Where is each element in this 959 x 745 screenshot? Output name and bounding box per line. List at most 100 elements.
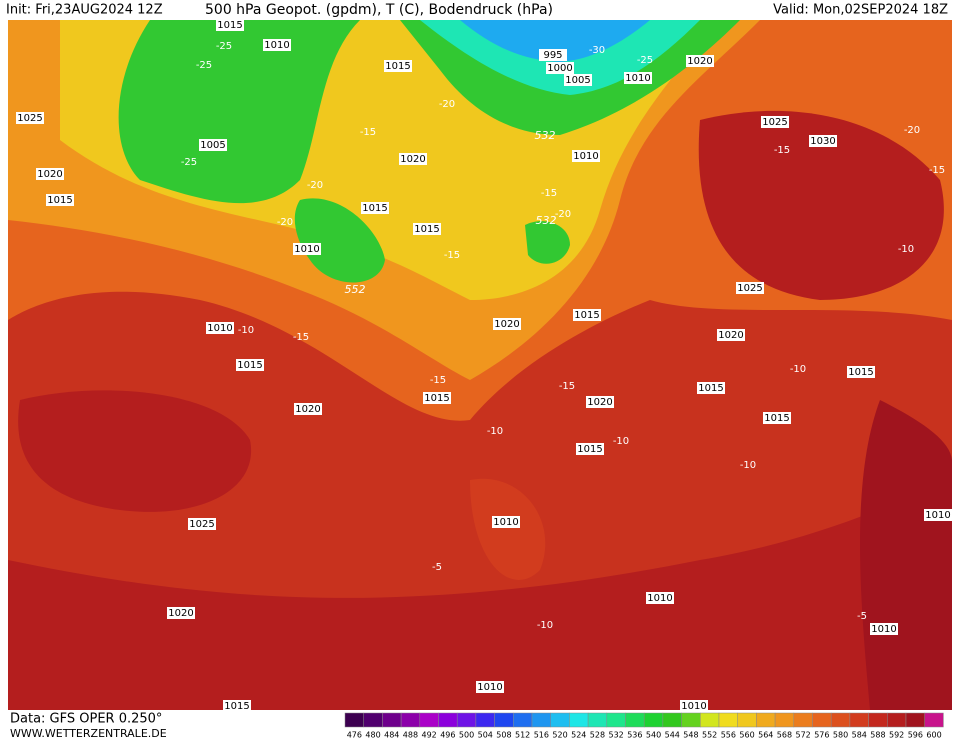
isobar-label: 1015 bbox=[414, 224, 439, 235]
site-text: WWW.WETTERZENTRALE.DE bbox=[10, 727, 167, 740]
colorbar-swatch bbox=[587, 712, 608, 728]
isobar-label-box bbox=[16, 112, 44, 124]
isobar-label-box bbox=[216, 19, 244, 31]
isobar-label: 1020 bbox=[168, 608, 193, 619]
colorbar-label: 596 bbox=[908, 731, 923, 740]
isobar-label-box bbox=[46, 194, 74, 206]
temperature-label: -10 bbox=[898, 244, 914, 255]
data-source: Data: GFS OPER 0.250° bbox=[10, 712, 162, 727]
isobar-label: 1025 bbox=[189, 519, 214, 530]
temperature-label: -15 bbox=[360, 127, 376, 138]
height-label: 532 bbox=[536, 214, 557, 227]
temperature-label: -25 bbox=[637, 55, 653, 66]
colorbar-swatch bbox=[456, 712, 477, 728]
colorbar-label: 520 bbox=[552, 731, 567, 740]
isobar-label: 1010 bbox=[207, 323, 232, 334]
temperature-label: -25 bbox=[216, 41, 232, 52]
temperature-label: -30 bbox=[589, 45, 605, 56]
colorbar-swatch bbox=[438, 712, 458, 728]
colorbar-swatch bbox=[606, 712, 626, 728]
isobar-label-box bbox=[546, 62, 574, 74]
isobar-label: 1015 bbox=[848, 367, 873, 378]
colorbar-label: 488 bbox=[403, 731, 418, 740]
init-text: Init: Fri,23AUG2024 12Z bbox=[6, 3, 163, 18]
temperature-label: -10 bbox=[613, 436, 629, 447]
isobar-label: 1020 bbox=[295, 404, 320, 415]
colorbar-swatch bbox=[887, 712, 907, 728]
temperature-label: -10 bbox=[487, 426, 503, 437]
isobar-label-box bbox=[763, 412, 791, 424]
isobar-label-box bbox=[167, 607, 195, 619]
isobar-label-box bbox=[206, 322, 234, 334]
isobar-label: 1025 bbox=[17, 113, 42, 124]
colorbar-label: 564 bbox=[758, 731, 773, 740]
isobar-label: 1015 bbox=[764, 413, 789, 424]
isobar-label: 1030 bbox=[810, 136, 835, 147]
isobar-label: 1010 bbox=[477, 682, 502, 693]
isobar-label: 995 bbox=[543, 50, 562, 61]
valid-text: Valid: Mon,02SEP2024 18Z bbox=[773, 3, 948, 18]
colorbar-label: 524 bbox=[571, 731, 586, 740]
isobar-label-box bbox=[361, 202, 389, 214]
temperature-label: -10 bbox=[238, 325, 254, 336]
colorbar-label: 600 bbox=[926, 731, 941, 740]
temperature-label: -25 bbox=[181, 157, 197, 168]
temperature-label: -15 bbox=[774, 145, 790, 156]
isobar-label-box bbox=[263, 39, 291, 51]
colorbar-swatch bbox=[531, 712, 551, 728]
isobar-label: 1010 bbox=[264, 40, 289, 51]
isobar-label-box bbox=[236, 359, 264, 371]
isobar-label-box bbox=[476, 681, 504, 693]
colorbar-swatch bbox=[513, 712, 533, 728]
colorbar-label: 576 bbox=[814, 731, 829, 740]
temperature-label: -20 bbox=[439, 99, 455, 110]
colorbar-label: 552 bbox=[702, 731, 717, 740]
isobar-label: 1015 bbox=[577, 444, 602, 455]
isobar-label-box bbox=[870, 623, 898, 635]
isobar-label: 1015 bbox=[424, 393, 449, 404]
colorbar-swatch bbox=[849, 712, 869, 728]
colorbar-swatch bbox=[382, 712, 402, 728]
temperature-label: -10 bbox=[740, 460, 756, 471]
isobar-label-box bbox=[492, 516, 520, 528]
colorbar-swatch bbox=[793, 712, 813, 728]
colorbar-swatch bbox=[868, 712, 888, 728]
colorbar-label: 568 bbox=[777, 731, 792, 740]
temperature-label: -15 bbox=[541, 188, 557, 199]
colorbar-label: 556 bbox=[721, 731, 736, 740]
colorbar-swatch bbox=[700, 712, 720, 728]
isobar-label-box bbox=[294, 403, 322, 415]
isobar-label-box bbox=[564, 74, 592, 86]
colorbar-label: 496 bbox=[440, 731, 455, 740]
isobar-label: 1020 bbox=[494, 319, 519, 330]
temperature-label: -15 bbox=[444, 250, 460, 261]
isobar-label-box bbox=[572, 150, 600, 162]
colorbar-swatch bbox=[494, 712, 514, 728]
colorbar-swatch bbox=[718, 712, 738, 728]
isobar-label: 1010 bbox=[625, 73, 650, 84]
temperature-label: -15 bbox=[559, 381, 575, 392]
isobar-label: 1025 bbox=[737, 283, 762, 294]
isobar-label-box bbox=[223, 700, 251, 712]
colorbar-label: 560 bbox=[739, 731, 754, 740]
isobar-label-box bbox=[624, 72, 652, 84]
isobar-label-box bbox=[736, 282, 764, 294]
isobar-label: 1015 bbox=[224, 701, 249, 712]
temperature-label: -5 bbox=[857, 611, 867, 622]
colorbar-swatch bbox=[550, 712, 570, 728]
colorbar-swatch bbox=[924, 712, 944, 728]
isobar-label: 1015 bbox=[385, 61, 410, 72]
isobar-label: 1010 bbox=[681, 701, 706, 712]
colorbar-label: 588 bbox=[870, 731, 885, 740]
colorbar-swatch bbox=[830, 712, 851, 728]
temperature-label: -15 bbox=[293, 332, 309, 343]
colorbar-label: 512 bbox=[515, 731, 530, 740]
colorbar-swatch bbox=[569, 712, 589, 728]
isobar-label-box bbox=[493, 318, 521, 330]
temperature-label: -15 bbox=[430, 375, 446, 386]
isobar-label: 1015 bbox=[698, 383, 723, 394]
colorbar-label: 532 bbox=[609, 731, 624, 740]
colorbar-label: 548 bbox=[683, 731, 698, 740]
colorbar: 476 480 484 488 492 496 500 504 508 512 516 520 524 5… bbox=[344, 712, 944, 740]
